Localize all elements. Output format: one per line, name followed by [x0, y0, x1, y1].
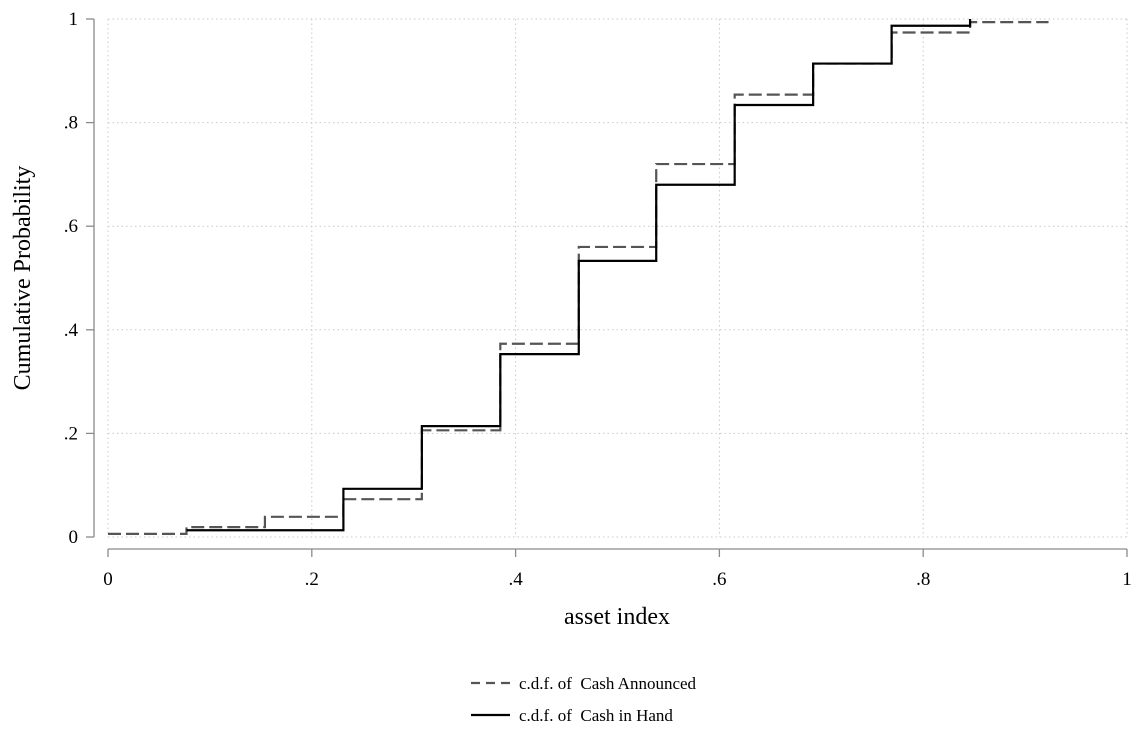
- x-tick-label-3: .6: [712, 569, 726, 590]
- x-tick-label-1: .2: [305, 569, 319, 590]
- x-tick-label-5: 1: [1122, 569, 1132, 590]
- x-tick-label-2: .4: [508, 569, 523, 590]
- y-tick-label-0: 0: [69, 527, 79, 548]
- grid: [107, 18, 1128, 538]
- x-axis-title: asset index: [564, 604, 670, 630]
- y-tick-label-5: 1: [69, 9, 79, 30]
- series-line-cash-in-hand: [186, 19, 972, 532]
- ticks: 0 .2 .4 .6 .8 1 0 .2 .4 .6 .8 1: [64, 9, 1132, 590]
- legend-label-cash-in-hand: c.d.f. of Cash in Hand: [519, 706, 673, 725]
- y-axis-title: Cumulative Probability: [10, 166, 36, 391]
- legend-label-cash-announced: c.d.f. of Cash Announced: [519, 674, 697, 693]
- y-tick-label-4: .8: [64, 113, 78, 134]
- legend: c.d.f. of Cash Announced c.d.f. of Cash …: [471, 674, 697, 725]
- y-tick-label-3: .6: [64, 216, 78, 237]
- y-tick-label-1: .2: [64, 423, 78, 444]
- series: [108, 19, 1049, 535]
- y-tick-label-2: .4: [64, 320, 79, 341]
- axes: [93, 19, 1127, 550]
- x-tick-label-0: 0: [103, 569, 113, 590]
- x-tick-label-4: .8: [916, 569, 930, 590]
